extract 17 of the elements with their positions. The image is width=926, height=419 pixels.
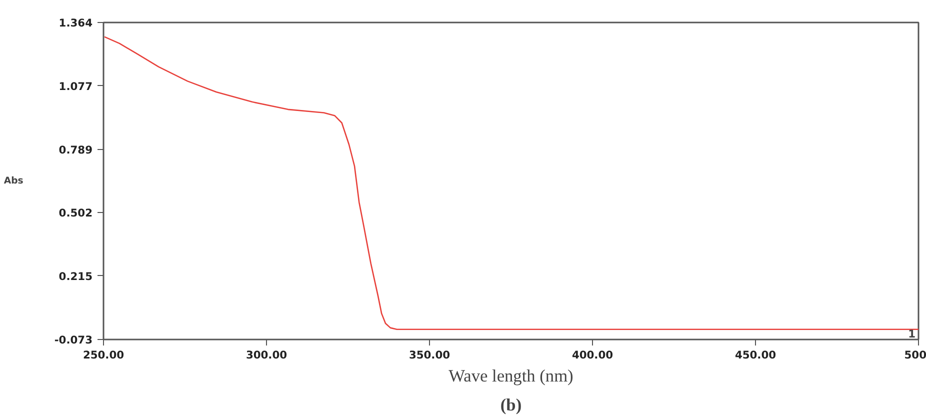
x-tick-label: 250.00 [82, 348, 124, 362]
y-tick-label: 0.502 [58, 206, 93, 220]
y-tick-label: 1.077 [58, 80, 93, 93]
x-tick-label: 300.00 [246, 348, 288, 362]
annotation: 1 [908, 328, 916, 340]
y-tick-label: -0.073 [54, 334, 93, 346]
y-axis-title: Abs [4, 176, 24, 186]
x-tick-label: 450.00 [734, 348, 776, 362]
x-tick-label: 350.00 [408, 348, 450, 362]
x-tick-label: 400.00 [572, 348, 614, 362]
line-series [104, 36, 918, 330]
x-tick-label: 500 [904, 348, 926, 362]
y-tick-label: 0.215 [58, 270, 93, 283]
y-tick-label: 0.789 [58, 143, 93, 156]
x-axis-title: Wave length (nm) [448, 366, 574, 386]
y-tick-label: 1.364 [58, 16, 93, 30]
text: (b) [500, 396, 522, 414]
